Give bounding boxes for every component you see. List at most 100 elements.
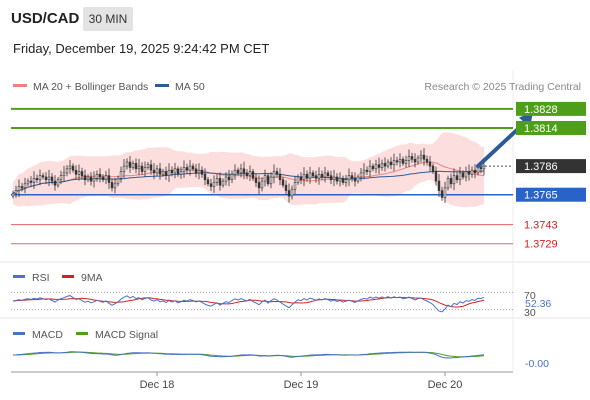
candle bbox=[428, 156, 432, 172]
candle-body bbox=[338, 178, 342, 182]
candle-body bbox=[215, 178, 219, 183]
candle bbox=[17, 179, 21, 197]
candle bbox=[302, 167, 306, 187]
support-label: 1.3729 bbox=[524, 239, 558, 251]
candle bbox=[326, 170, 330, 179]
candle-body bbox=[83, 175, 87, 181]
candle-body bbox=[257, 182, 261, 189]
candle-body bbox=[401, 158, 405, 164]
candle bbox=[110, 178, 114, 192]
candle-body bbox=[167, 169, 171, 176]
candle-body bbox=[74, 169, 78, 175]
candle-body bbox=[386, 161, 390, 167]
candle-body bbox=[122, 165, 126, 172]
candle bbox=[89, 172, 93, 186]
candle-body bbox=[455, 175, 459, 181]
candle-body bbox=[38, 175, 42, 181]
candle-body bbox=[35, 178, 39, 181]
candle-body bbox=[305, 173, 309, 179]
candle-body bbox=[431, 165, 435, 172]
copyright-text: Research © 2025 Trading Central bbox=[424, 81, 581, 93]
candle bbox=[452, 168, 456, 191]
candle bbox=[167, 163, 171, 183]
candle-body bbox=[92, 178, 96, 182]
timeframe-badge[interactable]: 30 MIN bbox=[83, 7, 133, 31]
bollinger-bands bbox=[13, 132, 484, 208]
candle bbox=[113, 177, 117, 194]
candle bbox=[461, 170, 465, 180]
candle bbox=[386, 159, 390, 169]
candle-body bbox=[248, 171, 252, 176]
candle-body bbox=[428, 161, 432, 167]
candle bbox=[431, 163, 435, 175]
candle bbox=[14, 185, 18, 198]
candle-body bbox=[65, 168, 69, 174]
candle-body bbox=[275, 171, 279, 175]
candle bbox=[104, 170, 108, 185]
candle-body bbox=[476, 167, 480, 174]
candle-body bbox=[218, 178, 222, 186]
candle-body bbox=[383, 163, 387, 167]
candle-body bbox=[161, 171, 165, 175]
ma50-legend-swatch bbox=[155, 84, 169, 87]
candle-body bbox=[410, 156, 414, 160]
candle bbox=[308, 166, 312, 184]
candle bbox=[128, 156, 132, 173]
candle bbox=[380, 159, 384, 171]
candle bbox=[185, 163, 189, 174]
candle bbox=[35, 174, 39, 184]
candle-body bbox=[302, 173, 306, 181]
candle-body bbox=[326, 172, 330, 176]
candle-body bbox=[245, 172, 249, 176]
candle bbox=[11, 190, 15, 199]
candle-body bbox=[242, 168, 246, 174]
candle-body bbox=[146, 164, 150, 168]
candle bbox=[233, 164, 237, 180]
candle bbox=[335, 173, 339, 185]
candle-body bbox=[362, 169, 366, 174]
candle bbox=[245, 169, 249, 180]
candle bbox=[143, 161, 147, 177]
candle bbox=[449, 173, 453, 189]
candle bbox=[434, 166, 438, 186]
candle-body bbox=[206, 179, 210, 185]
candle bbox=[218, 172, 222, 191]
candle-body bbox=[50, 176, 54, 182]
candle bbox=[50, 173, 54, 185]
forecast-arrow bbox=[476, 111, 533, 169]
candle bbox=[65, 165, 69, 177]
candle bbox=[470, 166, 474, 178]
candle-body bbox=[266, 175, 270, 185]
candle-body bbox=[212, 182, 216, 187]
candle bbox=[383, 157, 387, 172]
candle bbox=[440, 186, 444, 201]
candle-body bbox=[254, 178, 258, 183]
candle bbox=[371, 163, 375, 172]
candle bbox=[95, 170, 99, 182]
candle-body bbox=[284, 184, 288, 191]
x-axis-ticks: Dec 18 Dec 19 Dec 20 bbox=[140, 372, 462, 391]
candle-body bbox=[443, 187, 447, 198]
candle bbox=[263, 169, 267, 187]
candle-body bbox=[449, 178, 453, 185]
candle bbox=[443, 181, 447, 203]
candle bbox=[356, 174, 360, 184]
candle-body bbox=[140, 165, 144, 172]
candle-body bbox=[158, 168, 162, 175]
macd-line bbox=[12, 351, 485, 359]
candle-body bbox=[482, 165, 486, 170]
candle-body bbox=[179, 171, 183, 175]
candle-body bbox=[95, 173, 99, 179]
candle bbox=[140, 162, 144, 175]
candle bbox=[71, 163, 75, 173]
candle bbox=[290, 185, 294, 200]
candle-body bbox=[197, 169, 201, 174]
candle bbox=[173, 162, 177, 179]
candle-body bbox=[374, 164, 378, 170]
candle-body bbox=[164, 171, 168, 176]
candle-body bbox=[113, 183, 117, 189]
last-price-label: 1.3786 bbox=[524, 161, 558, 173]
candle bbox=[266, 172, 270, 187]
candle bbox=[401, 156, 405, 166]
candle bbox=[137, 159, 141, 176]
